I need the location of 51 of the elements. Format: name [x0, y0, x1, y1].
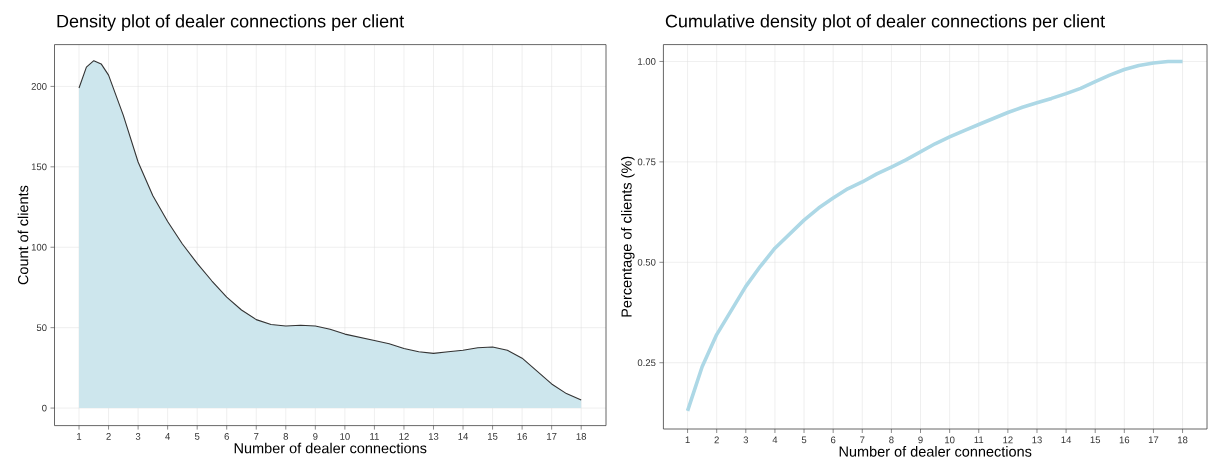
x-axis-title: Number of dealer connections — [839, 446, 1032, 457]
x-tick-label: 6 — [224, 433, 229, 440]
y-tick-label: 100 — [31, 243, 47, 251]
x-tick-label: 10 — [945, 436, 955, 444]
x-tick-label: 17 — [1148, 436, 1159, 444]
x-tick-label: 10 — [340, 433, 350, 440]
x-tick-label: 12 — [399, 433, 409, 440]
x-tick-label: 18 — [576, 433, 587, 440]
x-tick-label: 3 — [135, 433, 141, 440]
x-tick-label: 7 — [860, 436, 865, 444]
x-tick-label: 15 — [488, 433, 498, 440]
x-tick-label: 13 — [1032, 436, 1042, 444]
x-tick-label: 14 — [1061, 436, 1072, 444]
y-tick-label: 150 — [31, 163, 47, 171]
y-tick-label: 0.50 — [637, 258, 656, 266]
x-tick-label: 17 — [547, 433, 557, 440]
x-tick-label: 4 — [772, 436, 778, 444]
x-tick-label: 7 — [254, 433, 259, 440]
x-tick-label: 18 — [1177, 436, 1188, 444]
x-tick-label: 16 — [1119, 436, 1130, 444]
y-tick-label: 1.00 — [638, 58, 656, 65]
x-tick-label: 2 — [106, 433, 111, 440]
chart-title: Cumulative density plot of dealer connections per client — [665, 14, 1105, 32]
x-tick-label: 5 — [801, 436, 807, 444]
x-tick-label: 9 — [313, 433, 318, 440]
x-tick-label: 14 — [458, 433, 469, 440]
chart-title: Density plot of dealer connections per client — [57, 14, 405, 32]
x-tick-label: 5 — [194, 433, 200, 440]
x-axis-title: Number of dealer connections — [234, 442, 427, 454]
y-tick-label: 50 — [36, 324, 47, 332]
x-tick-label: 12 — [1003, 436, 1013, 444]
x-tick-label: 13 — [428, 433, 439, 440]
x-tick-label: 1 — [77, 433, 82, 440]
x-tick-label: 11 — [974, 436, 984, 444]
x-tick-label: 8 — [889, 436, 894, 444]
y-tick-label: 0 — [42, 404, 47, 412]
x-tick-label: 8 — [283, 433, 289, 440]
x-tick-label: 9 — [918, 436, 923, 444]
y-axis-title: Percentage of clients (%) — [621, 156, 635, 317]
x-tick-label: 2 — [714, 436, 719, 444]
y-tick-label: 0.25 — [637, 359, 656, 367]
y-tick-label: 200 — [31, 83, 47, 90]
y-axis-title: Count of clients — [17, 185, 29, 285]
x-tick-label: 6 — [831, 436, 836, 444]
x-tick-label: 4 — [165, 433, 170, 440]
x-tick-label: 15 — [1090, 436, 1101, 444]
x-tick-label: 16 — [517, 433, 527, 440]
x-tick-label: 11 — [370, 433, 379, 440]
x-tick-label: 1 — [685, 436, 690, 444]
y-tick-label: 0.75 — [637, 158, 656, 166]
x-tick-label: 3 — [743, 436, 749, 444]
